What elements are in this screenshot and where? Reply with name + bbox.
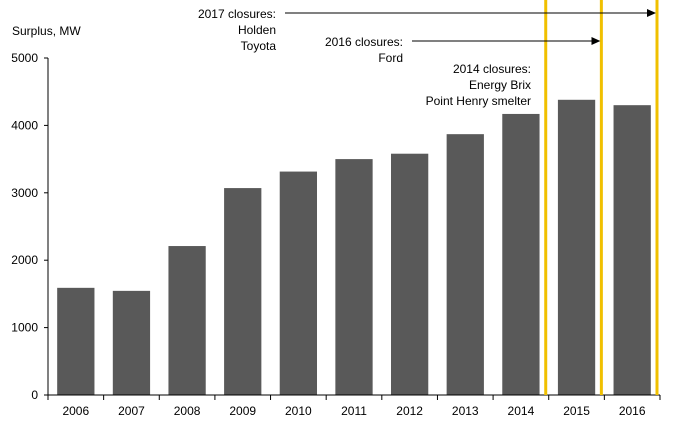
- bar-2006: [57, 287, 95, 395]
- annotation-text: 2016 closures:: [325, 35, 403, 49]
- annotation-text: 2017 closures:: [198, 7, 276, 21]
- x-tick-label: 2007: [118, 404, 145, 418]
- y-tick-label: 0: [31, 388, 38, 402]
- x-tick-label: 2008: [174, 404, 201, 418]
- annotation-text: Point Henry smelter: [426, 94, 531, 108]
- closure-annotations: 2017 closures: Holden Toyota 2016 closures:…: [198, 7, 656, 108]
- x-tick-label: 2009: [229, 404, 256, 418]
- x-tick-label: 2014: [508, 404, 535, 418]
- bar-2009: [224, 188, 262, 395]
- bar-2008: [168, 246, 206, 395]
- y-tick-label: 4000: [11, 118, 38, 132]
- annotation-text: Toyota: [241, 39, 277, 53]
- x-tick-label: 2015: [563, 404, 590, 418]
- x-tick-label: 2006: [62, 404, 89, 418]
- y-axis-title: Surplus, MW: [12, 24, 81, 38]
- x-tick-label: 2013: [452, 404, 479, 418]
- y-axis: 0 1000 2000 3000 4000 5000: [11, 51, 49, 402]
- closure-markers: [544, 0, 659, 395]
- annotation-text: Ford: [378, 51, 403, 65]
- x-tick-label: 2016: [619, 404, 646, 418]
- bar-2010: [279, 171, 318, 395]
- y-tick-label: 5000: [11, 51, 38, 65]
- bar-2013: [446, 134, 484, 396]
- y-tick-label: 1000: [11, 321, 38, 335]
- x-tick-label: 2010: [285, 404, 312, 418]
- annotation-text: Holden: [238, 23, 276, 37]
- x-axis: 2006 2007 2008 2009 2010 2011 2012 2013 2014 2015…: [47, 394, 661, 418]
- y-tick-label: 2000: [11, 253, 38, 267]
- y-tick-label: 3000: [11, 186, 38, 200]
- bars: [57, 99, 651, 396]
- bar-2011: [335, 159, 373, 395]
- bar-2007: [112, 290, 151, 395]
- x-tick-label: 2011: [341, 404, 367, 418]
- bar-2016: [613, 105, 651, 396]
- bar-2014: [502, 113, 540, 395]
- annotation-text: Energy Brix: [469, 78, 531, 92]
- annotation-text: 2014 closures:: [453, 62, 531, 76]
- bar-2012: [390, 153, 429, 395]
- bar-2015: [557, 99, 596, 396]
- x-tick-label: 2012: [396, 404, 423, 418]
